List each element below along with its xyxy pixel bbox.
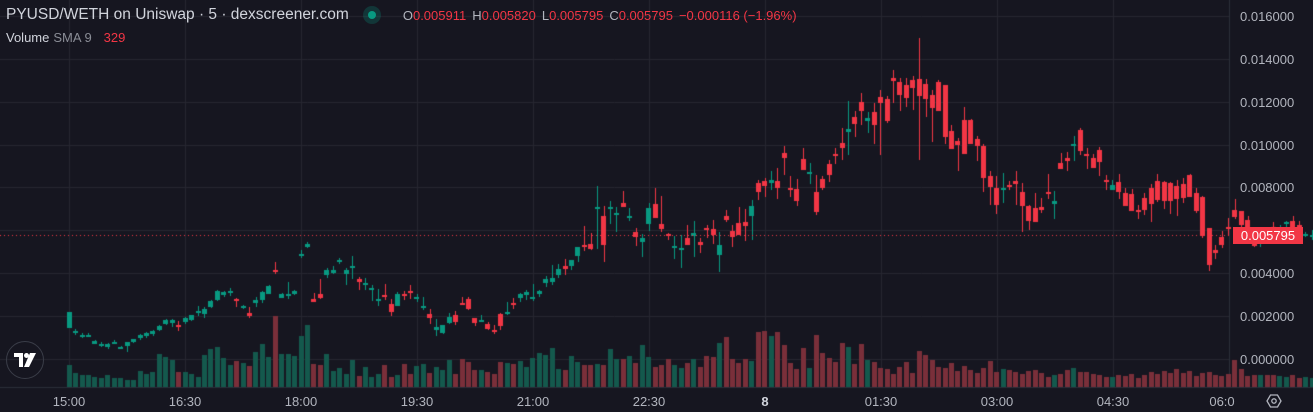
time-tick: 15:00 [52, 394, 86, 409]
time-tick: 16:30 [168, 394, 202, 409]
open-value: 0.005911 [412, 7, 467, 23]
time-tick: 01:30 [864, 394, 898, 409]
current-price-tag: 0.005795 [1233, 227, 1303, 244]
price-tick: 0.008000 [1240, 180, 1295, 195]
price-tick: 0.000000 [1240, 352, 1295, 367]
time-tick: 03:00 [980, 394, 1014, 409]
volume-value: 329 [103, 30, 126, 45]
close-value: 0.005795 [618, 7, 673, 23]
volume-sma-label: SMA 9 [53, 30, 92, 45]
price-tick: 0.004000 [1240, 266, 1295, 281]
change-value: −0.000116 (−1.96%) [678, 7, 797, 23]
low-label: L [541, 7, 550, 23]
price-tick: 0.012000 [1240, 95, 1295, 110]
high-label: H [472, 7, 482, 23]
open-label: O [402, 7, 413, 23]
low-value: 0.005795 [549, 7, 604, 23]
price-tick: 0.016000 [1240, 9, 1295, 24]
high-value: 0.005820 [481, 7, 536, 23]
live-dot-icon [362, 6, 381, 24]
time-tick: 04:30 [1096, 394, 1130, 409]
time-tick-day: 8 [761, 394, 769, 409]
time-tick: 22:30 [632, 394, 666, 409]
time-tick: 21:00 [516, 394, 550, 409]
price-tick: 0.014000 [1240, 52, 1295, 67]
volume-legend: Volume SMA 9 329 [6, 30, 125, 45]
price-tick: 0.010000 [1240, 138, 1295, 153]
volume-label: Volume [6, 30, 50, 45]
tradingview-logo-icon[interactable] [6, 341, 44, 379]
close-label: C [609, 7, 619, 23]
chart-title: PYUSD/WETH on Uniswap · 5 · dexscreener.… [6, 6, 349, 23]
ohlc-values: O 0.005911 H 0.005820 L 0.005795 C 0.005795 … [397, 8, 797, 23]
time-tick: 18:00 [284, 394, 318, 409]
price-tick: 0.002000 [1240, 309, 1295, 324]
time-tick: 06:0 [1209, 394, 1235, 409]
chart-settings-gear-icon[interactable] [1266, 393, 1282, 409]
chart-legend: PYUSD/WETH on Uniswap · 5 · dexscreener.… [6, 6, 797, 24]
time-tick: 19:30 [400, 394, 434, 409]
